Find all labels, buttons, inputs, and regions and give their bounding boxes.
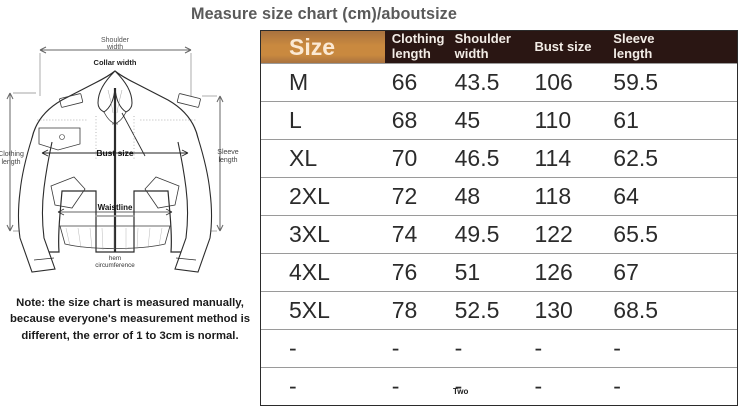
svg-text:Clothing: Clothing: [0, 151, 24, 158]
svg-text:length: length: [1, 159, 20, 166]
svg-text:Shoulder: Shoulder: [101, 37, 130, 44]
svg-text:circumference: circumference: [95, 262, 135, 269]
svg-text:width: width: [106, 44, 123, 51]
svg-text:Bust size: Bust size: [96, 148, 134, 158]
svg-text:Waistline: Waistline: [98, 203, 133, 212]
svg-text:Collar width: Collar width: [94, 58, 137, 67]
svg-text:hem: hem: [109, 255, 121, 262]
svg-text:length: length: [218, 157, 237, 164]
svg-text:Sleeve: Sleeve: [217, 149, 239, 156]
